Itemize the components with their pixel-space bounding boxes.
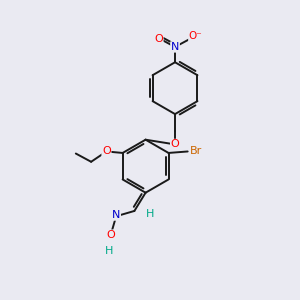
- Text: O: O: [106, 230, 115, 240]
- Text: O: O: [102, 146, 111, 157]
- Text: N: N: [171, 42, 179, 52]
- Text: O: O: [154, 34, 163, 44]
- Text: H: H: [105, 246, 114, 256]
- Text: O: O: [171, 140, 179, 149]
- Text: O⁻: O⁻: [189, 31, 202, 41]
- Text: N: N: [112, 210, 120, 220]
- Text: Br: Br: [190, 146, 202, 157]
- Text: H: H: [146, 209, 154, 220]
